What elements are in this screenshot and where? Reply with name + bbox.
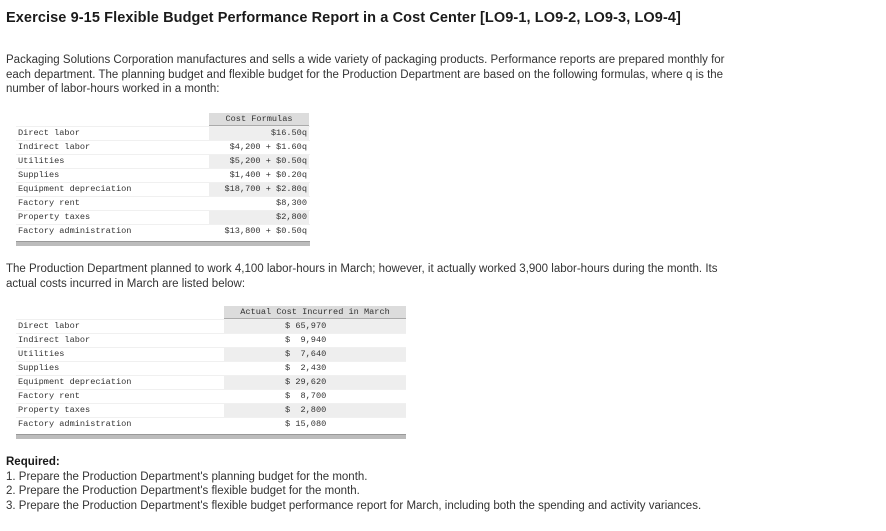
table-row: Indirect labor $4,200 + $1.60q bbox=[16, 140, 310, 154]
row-value: $13,800 + $0.50q bbox=[224, 226, 307, 236]
row-label: Factory administration bbox=[18, 419, 132, 429]
table-row: Equipment depreciation $18,700 + $2.80q bbox=[16, 182, 310, 196]
table-row: Supplies $ 2,430 bbox=[16, 361, 406, 375]
cost-formulas-table: Cost Formulas Direct labor $16.50q Indire… bbox=[16, 113, 310, 246]
row-label: Supplies bbox=[18, 170, 60, 180]
row-label: Indirect labor bbox=[18, 335, 91, 345]
row-value: $1,400 + $0.20q bbox=[229, 170, 307, 180]
actual-costs-table: Actual Cost Incurred in March Direct lab… bbox=[16, 306, 406, 439]
row-value: $ 65,970 bbox=[285, 321, 327, 331]
required-item: 3. Prepare the Production Department's f… bbox=[6, 499, 702, 512]
row-value: $4,200 + $1.60q bbox=[229, 142, 307, 152]
required-heading: Required: bbox=[6, 456, 60, 468]
middle-paragraph: The Production Department planned to wor… bbox=[6, 263, 718, 290]
row-value: $8,300 bbox=[276, 198, 307, 208]
row-value: $ 2,800 bbox=[285, 405, 327, 415]
required-item: 1. Prepare the Production Department's p… bbox=[6, 470, 368, 483]
row-label: Utilities bbox=[18, 156, 65, 166]
column-header: Cost Formulas bbox=[209, 113, 309, 126]
row-label: Utilities bbox=[18, 349, 65, 359]
table-header-row: Actual Cost Incurred in March bbox=[16, 306, 406, 319]
row-label: Property taxes bbox=[18, 405, 91, 415]
table-row: Factory rent $ 8,700 bbox=[16, 389, 406, 403]
required-section: Required: 1. Prepare the Production Depa… bbox=[6, 455, 766, 513]
row-value: $5,200 + $0.50q bbox=[229, 156, 307, 166]
table-row: Equipment depreciation $ 29,620 bbox=[16, 375, 406, 389]
row-value: $18,700 + $2.80q bbox=[224, 184, 307, 194]
row-label: Factory administration bbox=[18, 226, 132, 236]
row-label: Equipment depreciation bbox=[18, 377, 132, 387]
table-row: Property taxes $ 2,800 bbox=[16, 403, 406, 417]
row-value: $ 2,430 bbox=[285, 363, 327, 373]
row-label: Direct labor bbox=[18, 321, 80, 331]
row-label: Factory rent bbox=[18, 391, 80, 401]
row-label: Property taxes bbox=[18, 212, 91, 222]
intro-paragraph: Packaging Solutions Corporation manufact… bbox=[6, 54, 725, 95]
table-row: Utilities $5,200 + $0.50q bbox=[16, 154, 310, 168]
table-row: Indirect labor $ 9,940 bbox=[16, 333, 406, 347]
table-row: Direct labor $ 65,970 bbox=[16, 319, 406, 333]
row-value: $ 15,080 bbox=[285, 419, 327, 429]
row-label: Direct labor bbox=[18, 128, 80, 138]
row-value: $ 29,620 bbox=[285, 377, 327, 387]
required-item: 2. Prepare the Production Department's f… bbox=[6, 485, 360, 497]
row-label: Supplies bbox=[18, 363, 60, 373]
table-row: Factory administration $ 15,080 bbox=[16, 417, 406, 431]
row-label: Equipment depreciation bbox=[18, 184, 132, 194]
table-row: Supplies $1,400 + $0.20q bbox=[16, 168, 310, 182]
table-row: Factory rent $8,300 bbox=[16, 196, 310, 210]
table-row: Direct labor $16.50q bbox=[16, 126, 310, 140]
row-value: $2,800 bbox=[276, 212, 307, 222]
column-header: Actual Cost Incurred in March bbox=[224, 306, 406, 319]
table-row: Factory administration $13,800 + $0.50q bbox=[16, 224, 310, 238]
row-value: $ 8,700 bbox=[285, 391, 327, 401]
row-label: Indirect labor bbox=[18, 142, 91, 152]
row-value: $ 7,640 bbox=[285, 349, 327, 359]
exercise-title: Exercise 9-15 Flexible Budget Performanc… bbox=[6, 10, 681, 26]
row-label: Factory rent bbox=[18, 198, 80, 208]
table-header-row: Cost Formulas bbox=[16, 113, 310, 126]
row-value: $16.50q bbox=[270, 128, 307, 138]
table-bottom-rule bbox=[16, 434, 406, 439]
table-row: Property taxes $2,800 bbox=[16, 210, 310, 224]
table-bottom-rule bbox=[16, 241, 310, 246]
table-row: Utilities $ 7,640 bbox=[16, 347, 406, 361]
row-value: $ 9,940 bbox=[285, 335, 327, 345]
